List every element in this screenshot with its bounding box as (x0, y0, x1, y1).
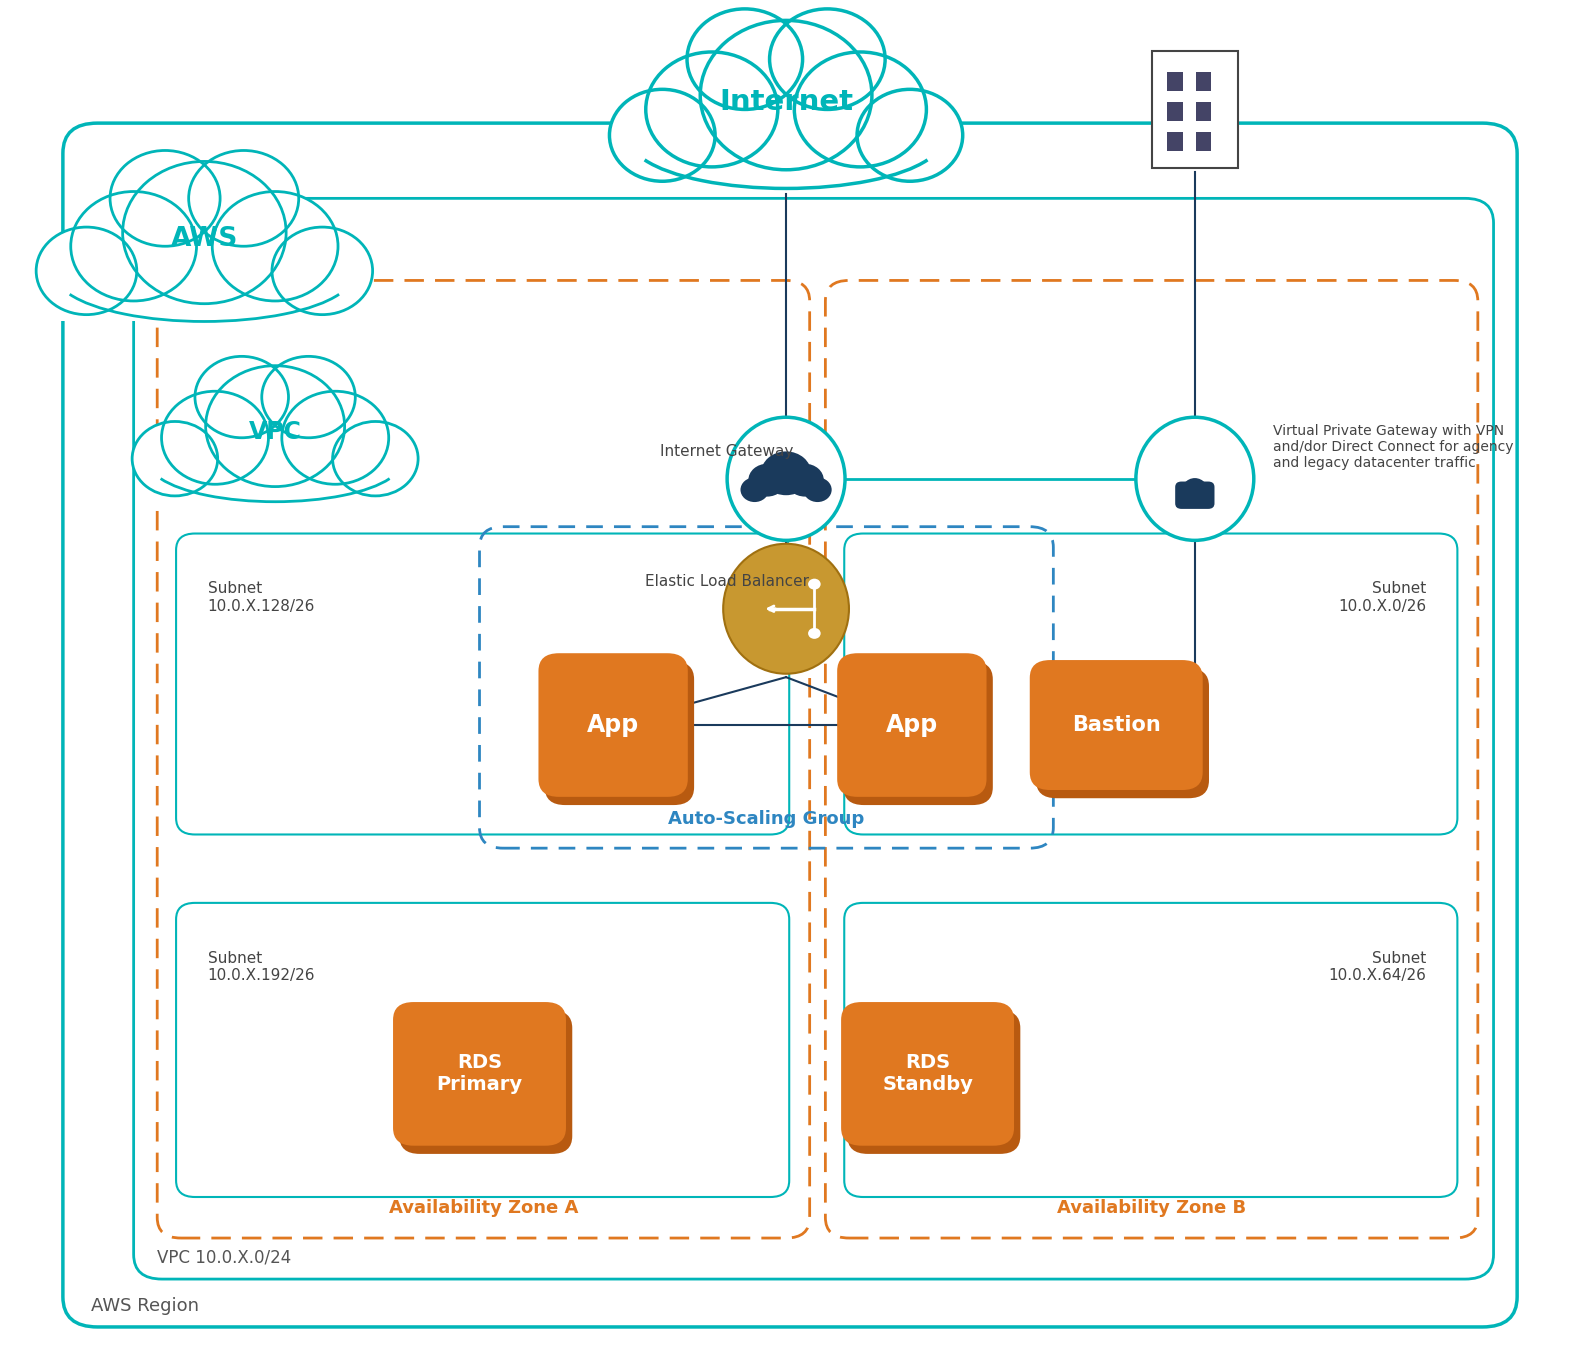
FancyBboxPatch shape (837, 654, 986, 796)
Circle shape (700, 21, 872, 170)
Circle shape (741, 477, 769, 502)
Circle shape (71, 192, 196, 301)
Text: RDS
Primary: RDS Primary (436, 1053, 523, 1094)
Text: VPC 10.0.X.0/24: VPC 10.0.X.0/24 (158, 1249, 291, 1267)
Circle shape (332, 421, 419, 497)
FancyBboxPatch shape (1176, 482, 1215, 509)
Circle shape (205, 365, 344, 487)
Circle shape (212, 192, 338, 301)
FancyBboxPatch shape (149, 456, 401, 502)
Text: VPC: VPC (248, 420, 302, 445)
FancyBboxPatch shape (629, 131, 943, 189)
Text: Internet Gateway: Internet Gateway (660, 445, 793, 458)
Text: Availability Zone B: Availability Zone B (1057, 1200, 1247, 1218)
Circle shape (807, 579, 820, 590)
Text: App: App (588, 713, 640, 737)
FancyBboxPatch shape (545, 662, 694, 804)
FancyBboxPatch shape (55, 267, 354, 321)
Text: Elastic Load Balancer: Elastic Load Balancer (645, 575, 809, 588)
Circle shape (194, 356, 289, 438)
Circle shape (807, 628, 820, 639)
FancyBboxPatch shape (1168, 103, 1183, 122)
Circle shape (762, 451, 811, 495)
Circle shape (111, 150, 220, 246)
FancyBboxPatch shape (1030, 661, 1202, 791)
Circle shape (646, 52, 777, 167)
Circle shape (188, 150, 299, 246)
Circle shape (262, 356, 356, 438)
Text: AWS Region: AWS Region (92, 1297, 199, 1315)
Circle shape (856, 89, 962, 182)
FancyBboxPatch shape (393, 1001, 566, 1146)
Circle shape (787, 464, 823, 497)
Ellipse shape (724, 543, 848, 673)
FancyBboxPatch shape (844, 662, 992, 804)
Ellipse shape (727, 417, 845, 540)
FancyBboxPatch shape (1168, 71, 1183, 90)
FancyBboxPatch shape (539, 654, 687, 796)
FancyBboxPatch shape (847, 1010, 1021, 1155)
Text: Availability Zone A: Availability Zone A (389, 1200, 578, 1218)
Circle shape (803, 477, 831, 502)
Text: Subnet
10.0.X.0/26: Subnet 10.0.X.0/26 (1338, 581, 1425, 614)
Text: Subnet
10.0.X.64/26: Subnet 10.0.X.64/26 (1329, 951, 1425, 984)
FancyBboxPatch shape (1196, 133, 1212, 152)
Text: RDS
Standby: RDS Standby (882, 1053, 973, 1094)
FancyBboxPatch shape (400, 1010, 572, 1155)
Circle shape (687, 8, 803, 109)
Text: App: App (886, 713, 939, 737)
Circle shape (281, 391, 389, 484)
Circle shape (769, 8, 885, 109)
Text: Subnet
10.0.X.192/26: Subnet 10.0.X.192/26 (207, 951, 314, 984)
Text: Internet: Internet (719, 89, 853, 116)
Circle shape (123, 161, 286, 304)
FancyBboxPatch shape (841, 1001, 1014, 1146)
FancyBboxPatch shape (1036, 669, 1209, 799)
Text: Virtual Private Gateway with VPN
and/dor Direct Connect for agency
and legacy da: Virtual Private Gateway with VPN and/dor… (1273, 424, 1514, 471)
Text: Auto-Scaling Group: Auto-Scaling Group (668, 810, 864, 828)
Text: AWS: AWS (171, 226, 239, 253)
Ellipse shape (1136, 417, 1255, 540)
Circle shape (161, 391, 269, 484)
FancyBboxPatch shape (1168, 133, 1183, 152)
Circle shape (133, 421, 218, 497)
Circle shape (272, 227, 373, 315)
FancyBboxPatch shape (1196, 103, 1212, 122)
FancyBboxPatch shape (1196, 71, 1212, 90)
FancyBboxPatch shape (1152, 51, 1239, 167)
Text: Subnet
10.0.X.128/26: Subnet 10.0.X.128/26 (207, 581, 314, 614)
Circle shape (36, 227, 137, 315)
Circle shape (610, 89, 716, 182)
Text: Bastion: Bastion (1071, 715, 1161, 735)
Circle shape (749, 464, 787, 497)
Circle shape (795, 52, 926, 167)
